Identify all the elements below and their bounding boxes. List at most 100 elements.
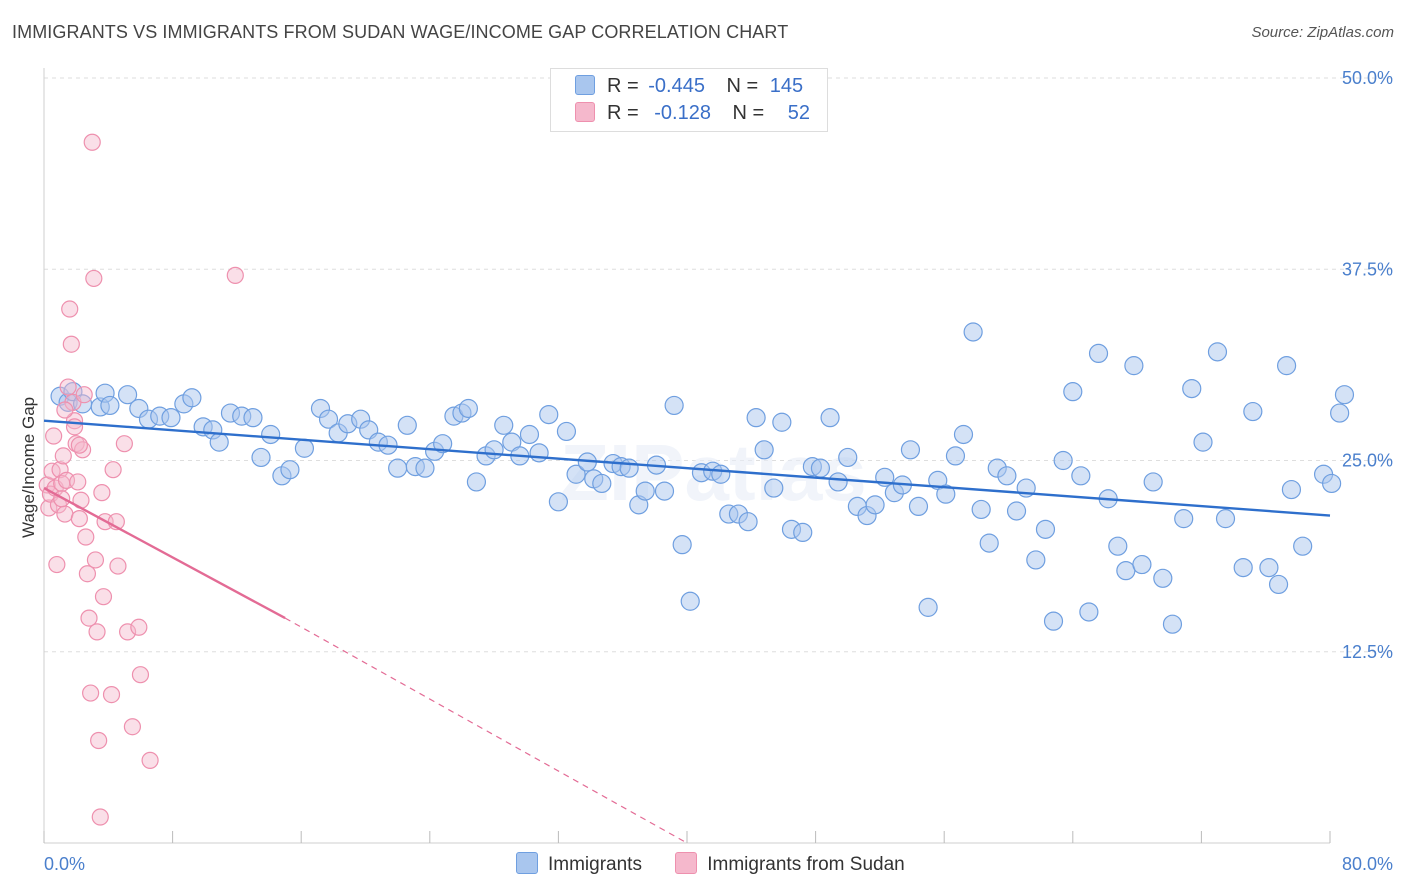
data-point-immigrants: [294, 438, 315, 458]
data-point-immigrants: [945, 446, 966, 466]
data-point-sudan: [94, 588, 113, 606]
legend-r-value: -0.128: [654, 102, 711, 124]
correlation-legend: R = -0.445 N = 145 R = -0.128 N = 52: [550, 68, 828, 132]
data-point-immigrants: [539, 405, 559, 425]
data-point-sudan: [59, 378, 77, 396]
y-tick-label: 50.0%: [1342, 68, 1393, 88]
data-point-sudan: [40, 499, 58, 517]
series-legend: Immigrants Immigrants from Sudan: [516, 852, 933, 876]
data-point-immigrants: [654, 481, 675, 501]
trend-lines: [43, 419, 1331, 844]
data-point-immigrants: [820, 408, 840, 428]
legend-n-label: N =: [726, 75, 759, 97]
data-point-immigrants: [209, 432, 229, 452]
data-point-sudan: [54, 447, 72, 465]
data-point-sudan: [90, 731, 108, 750]
data-point-immigrants: [1281, 479, 1302, 500]
data-point-immigrants: [754, 440, 774, 460]
data-point-sudan: [45, 427, 63, 445]
data-point-immigrants: [1026, 550, 1046, 570]
data-point-immigrants: [619, 458, 639, 478]
legend-swatch-blue: [575, 75, 595, 95]
data-point-immigrants: [1322, 473, 1342, 494]
trend-line-sudan: [43, 486, 286, 620]
trend-line-immigrants: [43, 419, 1331, 517]
data-point-immigrants: [672, 535, 692, 555]
data-point-sudan: [80, 609, 98, 627]
data-point-sudan: [69, 473, 87, 491]
data-point-immigrants: [1043, 611, 1064, 631]
data-point-immigrants: [997, 466, 1017, 486]
y-tick-label: 25.0%: [1342, 451, 1393, 471]
legend-item-immigrants: Immigrants: [516, 852, 642, 876]
data-point-immigrants: [117, 385, 138, 405]
data-point-immigrants: [664, 395, 684, 416]
grid-lines: [44, 77, 1392, 653]
data-point-sudan: [130, 618, 148, 636]
data-point-immigrants: [519, 424, 540, 445]
data-point-immigrants: [918, 597, 938, 617]
data-point-sudan: [141, 751, 159, 769]
data-point-immigrants: [529, 443, 549, 463]
x-tick-label: 80.0%: [1342, 854, 1393, 874]
legend-r-label: R =: [607, 75, 639, 97]
legend-r-label: R =: [607, 102, 639, 124]
data-point-immigrants: [738, 512, 758, 532]
data-point-immigrants: [484, 440, 504, 460]
legend-row-sudan: R = -0.128 N = 52: [575, 102, 810, 128]
data-point-sudan: [86, 551, 105, 569]
data-point-immigrants: [1330, 403, 1350, 423]
data-point-immigrants: [1088, 343, 1109, 363]
data-point-immigrants: [243, 408, 263, 428]
data-point-sudan: [85, 269, 103, 288]
data-point-sudan: [48, 555, 66, 574]
tick-labels: 12.5% 25.0% 37.5% 50.0% 0.0% 80.0%: [44, 68, 1393, 874]
legend-label: Immigrants: [548, 854, 642, 875]
data-point-immigrants: [556, 421, 577, 442]
data-point-sudan: [65, 418, 84, 436]
data-point-immigrants: [908, 496, 929, 516]
data-point-immigrants: [1006, 501, 1027, 521]
data-point-immigrants: [680, 591, 700, 611]
data-point-sudan: [93, 484, 111, 502]
data-point-immigrants: [793, 522, 813, 543]
axes: [43, 68, 1331, 844]
data-point-immigrants: [953, 424, 974, 445]
data-point-sudan: [56, 401, 74, 419]
data-point-immigrants: [1108, 536, 1128, 556]
data-point-immigrants: [936, 484, 956, 504]
data-point-sudan: [78, 565, 97, 583]
data-point-immigrants: [1334, 385, 1355, 405]
data-point-immigrants: [182, 388, 202, 408]
data-point-immigrants: [963, 322, 983, 342]
data-point-immigrants: [1182, 378, 1202, 399]
data-point-immigrants: [415, 458, 435, 478]
data-point-immigrants: [466, 472, 487, 492]
data-point-sudan: [115, 435, 133, 453]
data-point-immigrants: [1132, 554, 1152, 575]
data-point-immigrants: [397, 415, 417, 435]
data-point-immigrants: [1233, 557, 1253, 578]
data-point-sudan: [70, 436, 88, 454]
data-point-immigrants: [433, 434, 453, 454]
legend-n-value: 145: [769, 75, 804, 97]
legend-swatch-blue: [516, 852, 538, 874]
series-immigrants-from-sudan: [38, 133, 244, 826]
series-immigrants: [50, 322, 1355, 634]
data-point-sudan: [77, 528, 95, 546]
data-point-immigrants: [100, 395, 120, 416]
data-point-immigrants: [1079, 602, 1099, 622]
data-point-immigrants: [979, 533, 999, 553]
data-point-immigrants: [494, 415, 514, 435]
data-point-immigrants: [1259, 557, 1279, 578]
data-point-immigrants: [1174, 509, 1194, 529]
data-point-immigrants: [161, 408, 181, 428]
legend-r-value: -0.445: [648, 75, 705, 97]
data-point-immigrants: [635, 481, 655, 501]
legend-swatch-pink: [575, 102, 595, 122]
data-point-immigrants: [772, 412, 792, 432]
legend-n-value: 52: [787, 102, 811, 124]
data-point-immigrants: [828, 472, 848, 492]
y-tick-label: 37.5%: [1342, 259, 1393, 279]
